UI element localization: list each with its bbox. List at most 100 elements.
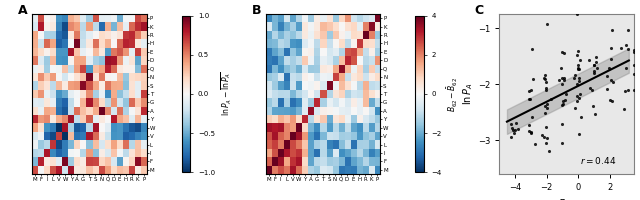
Point [570, 106, 580, 109]
Point [525, 131, 536, 135]
Point [530, 142, 540, 145]
Point [591, 60, 602, 63]
Point [623, 48, 633, 51]
Point [541, 80, 551, 83]
Point [620, 89, 630, 92]
Point [572, 12, 582, 16]
Point [524, 124, 534, 127]
Point [607, 100, 618, 103]
Point [539, 76, 549, 79]
Text: A: A [18, 4, 28, 17]
Point [527, 115, 537, 118]
Point [557, 99, 568, 102]
Point [575, 58, 585, 61]
Point [584, 59, 594, 62]
Point [618, 107, 628, 110]
Point [573, 66, 583, 69]
Point [572, 54, 582, 57]
Point [511, 121, 521, 124]
Point [540, 112, 550, 115]
Point [623, 89, 633, 92]
Point [508, 129, 518, 132]
Point [525, 88, 536, 92]
Point [560, 98, 570, 101]
Point [541, 86, 551, 89]
Point [607, 81, 618, 84]
Point [575, 115, 586, 118]
Point [573, 49, 583, 52]
Point [557, 103, 567, 106]
Point [557, 83, 568, 86]
Point [524, 129, 534, 132]
Point [574, 68, 584, 71]
X-axis label: $B_{62}$: $B_{62}$ [558, 198, 575, 200]
Point [537, 133, 547, 137]
Point [623, 28, 633, 31]
Point [573, 80, 584, 83]
Point [559, 76, 569, 79]
Point [540, 104, 550, 107]
Point [589, 71, 599, 74]
Point [524, 90, 534, 93]
Point [605, 58, 616, 61]
Point [528, 78, 538, 81]
Point [559, 52, 570, 55]
Point [602, 74, 612, 77]
Point [589, 70, 599, 73]
Point [557, 50, 568, 54]
Point [574, 76, 584, 79]
Point [605, 46, 616, 50]
Point [557, 122, 567, 125]
Point [539, 135, 549, 138]
Point [556, 66, 566, 70]
Point [588, 105, 598, 108]
Point [621, 43, 632, 46]
Point [574, 96, 584, 100]
Point [509, 128, 520, 132]
Point [572, 82, 582, 86]
Point [524, 97, 534, 100]
Point [573, 132, 584, 135]
Point [554, 78, 564, 82]
Point [569, 77, 579, 80]
Point [590, 112, 600, 116]
Point [589, 63, 599, 67]
Point [540, 74, 550, 77]
Point [506, 136, 516, 139]
Point [585, 86, 595, 89]
Point [524, 97, 534, 100]
Point [541, 125, 551, 128]
Point [572, 99, 582, 103]
Point [628, 48, 639, 52]
Point [606, 79, 616, 82]
Point [557, 141, 567, 145]
Point [508, 127, 518, 130]
Y-axis label: $B_{62} - \bar{B}_{62}$: $B_{62} - \bar{B}_{62}$ [446, 76, 460, 112]
Point [542, 23, 552, 26]
Point [525, 131, 536, 134]
Point [573, 67, 584, 70]
Point [570, 74, 580, 77]
Point [628, 64, 639, 67]
Text: B: B [252, 4, 261, 17]
Point [605, 98, 616, 101]
Point [591, 55, 601, 59]
Point [621, 66, 632, 69]
Point [541, 142, 551, 145]
Point [628, 88, 639, 91]
Point [540, 77, 550, 80]
Y-axis label: $\ln P_A$: $\ln P_A$ [461, 83, 475, 105]
Point [546, 97, 556, 100]
Point [575, 93, 585, 96]
Point [527, 47, 537, 50]
Point [506, 122, 516, 125]
Point [602, 87, 612, 91]
Point [592, 66, 602, 69]
Point [509, 132, 519, 135]
Text: $r = 0.44$: $r = 0.44$ [580, 155, 616, 166]
Point [558, 78, 568, 81]
Point [607, 28, 618, 31]
Point [628, 51, 639, 54]
Point [557, 76, 567, 79]
Point [616, 46, 627, 49]
